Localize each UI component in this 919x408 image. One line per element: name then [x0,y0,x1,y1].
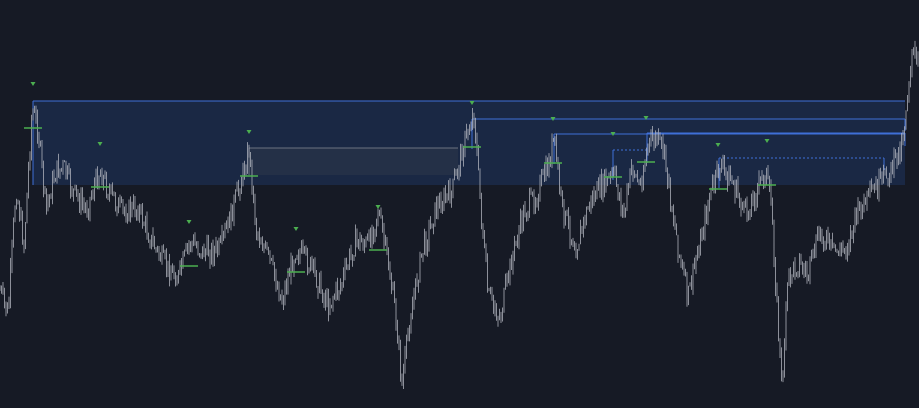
pivot-marker-6 [469,101,475,105]
pivot-marker-4 [293,227,299,231]
pivot-marker-7 [550,117,556,121]
level-ticks-layer [24,127,776,273]
zone-fill-4 [249,148,458,175]
pivot-marker-1 [97,142,103,146]
pivot-marker-9 [643,116,649,120]
pivot-marker-2 [186,220,192,224]
price-wicks [0,40,919,389]
pivot-marker-10 [715,143,721,147]
pivot-markers-layer [30,82,770,231]
zones-layer [32,100,906,188]
pivot-marker-5 [375,205,381,209]
pivot-marker-11 [764,139,770,143]
pivot-marker-8 [610,132,616,136]
pivot-marker-0 [30,82,36,86]
price-series [0,40,919,389]
pivot-marker-3 [246,130,252,134]
zone-fill-0 [33,101,905,185]
